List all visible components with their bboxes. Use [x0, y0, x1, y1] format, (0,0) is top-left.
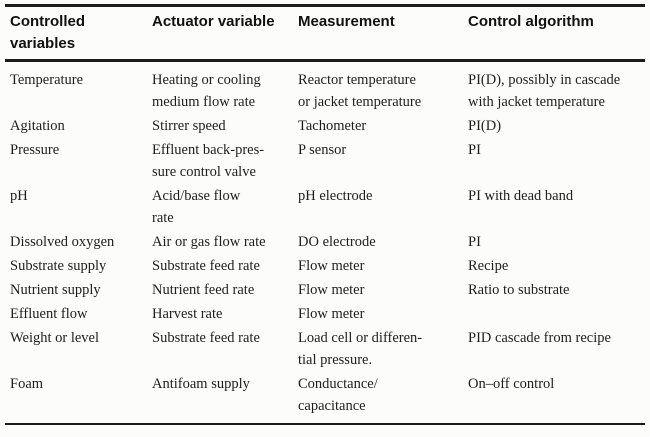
- cell-measurement: Tachometer: [298, 118, 367, 134]
- cell-actuator-variable: Nutrient feed rate: [152, 282, 255, 298]
- table-row-pressure: Pressure Effluent back-pres- sure contro…: [5, 139, 645, 183]
- table-row-dissolved-oxygen: Dissolved oxygen Air or gas flow rate DO…: [5, 231, 645, 253]
- column-header-control-algorithm: Control algorithm: [468, 13, 594, 30]
- scanned-table-page: Controlled variables Actuator variable M…: [0, 4, 650, 437]
- cell-actuator-variable: Acid/base flow rate: [152, 188, 241, 226]
- table-top-rule: [5, 4, 645, 7]
- table-bottom-rule: [5, 423, 645, 425]
- table-row-agitation: Agitation Stirrer speed Tachometer PI(D): [5, 115, 645, 137]
- cell-controlled-variable: Dissolved oxygen: [10, 234, 115, 250]
- cell-actuator-variable: Antifoam supply: [152, 376, 250, 392]
- table-row-temperature: Temperature Heating or cooling medium fl…: [5, 69, 645, 113]
- cell-measurement: P sensor: [298, 142, 347, 158]
- table-row-weight-or-level: Weight or level Substrate feed rate Load…: [5, 327, 645, 371]
- cell-measurement: Load cell or differen- tial pressure.: [298, 330, 423, 368]
- table-row-foam: Foam Antifoam supply Conductance/ capaci…: [5, 373, 645, 417]
- table-body: Temperature Heating or cooling medium fl…: [5, 62, 645, 417]
- cell-measurement: pH electrode: [298, 188, 373, 204]
- table-row-substrate-supply: Substrate supply Substrate feed rate Flo…: [5, 255, 645, 277]
- table-row-effluent-flow: Effluent flow Harvest rate Flow meter: [5, 303, 645, 325]
- control-variables-table: Controlled variables Actuator variable M…: [0, 4, 650, 425]
- table-row-nutrient-supply: Nutrient supply Nutrient feed rate Flow …: [5, 279, 645, 301]
- cell-control-algorithm: On–off control: [468, 376, 555, 392]
- cell-controlled-variable: Temperature: [10, 72, 84, 88]
- table-header-row: Controlled variables Actuator variable M…: [5, 11, 645, 55]
- cell-actuator-variable: Effluent back-pres- sure control valve: [152, 142, 265, 180]
- cell-control-algorithm: PID cascade from recipe: [468, 330, 611, 346]
- cell-control-algorithm: PI(D), possibly in cascade with jacket t…: [468, 72, 621, 110]
- cell-actuator-variable: Stirrer speed: [152, 118, 226, 134]
- cell-control-algorithm: PI: [468, 142, 481, 158]
- cell-controlled-variable: Nutrient supply: [10, 282, 101, 298]
- cell-actuator-variable: Heating or cooling medium flow rate: [152, 72, 261, 110]
- column-header-controlled-variables: Controlled variables: [10, 13, 85, 52]
- cell-measurement: Flow meter: [298, 258, 365, 274]
- cell-actuator-variable: Air or gas flow rate: [152, 234, 266, 250]
- cell-controlled-variable: Pressure: [10, 142, 60, 158]
- table-header-rule: [5, 59, 645, 62]
- cell-control-algorithm: PI(D): [468, 118, 502, 134]
- cell-measurement: Flow meter: [298, 306, 365, 322]
- cell-actuator-variable: Harvest rate: [152, 306, 223, 322]
- table-row-ph: pH Acid/base flow rate pH electrode PI w…: [5, 185, 645, 229]
- cell-controlled-variable: Foam: [10, 376, 44, 392]
- cell-controlled-variable: Weight or level: [10, 330, 100, 346]
- cell-measurement: Flow meter: [298, 282, 365, 298]
- cell-measurement: Reactor temperature or jacket temperatur…: [298, 72, 422, 110]
- cell-control-algorithm: Ratio to substrate: [468, 282, 570, 298]
- cell-control-algorithm: [468, 303, 645, 325]
- cell-control-algorithm: Recipe: [468, 258, 509, 274]
- cell-controlled-variable: pH: [10, 188, 28, 204]
- cell-measurement: DO electrode: [298, 234, 376, 250]
- cell-controlled-variable: Effluent flow: [10, 306, 88, 322]
- cell-controlled-variable: Agitation: [10, 118, 65, 134]
- cell-controlled-variable: Substrate supply: [10, 258, 107, 274]
- cell-control-algorithm: PI with dead band: [468, 188, 574, 204]
- column-header-actuator-variable: Actuator variable: [152, 13, 275, 30]
- cell-measurement: Conductance/ capacitance: [298, 376, 378, 414]
- column-header-measurement: Measurement: [298, 13, 395, 30]
- cell-control-algorithm: PI: [468, 234, 481, 250]
- cell-actuator-variable: Substrate feed rate: [152, 330, 260, 346]
- cell-actuator-variable: Substrate feed rate: [152, 258, 260, 274]
